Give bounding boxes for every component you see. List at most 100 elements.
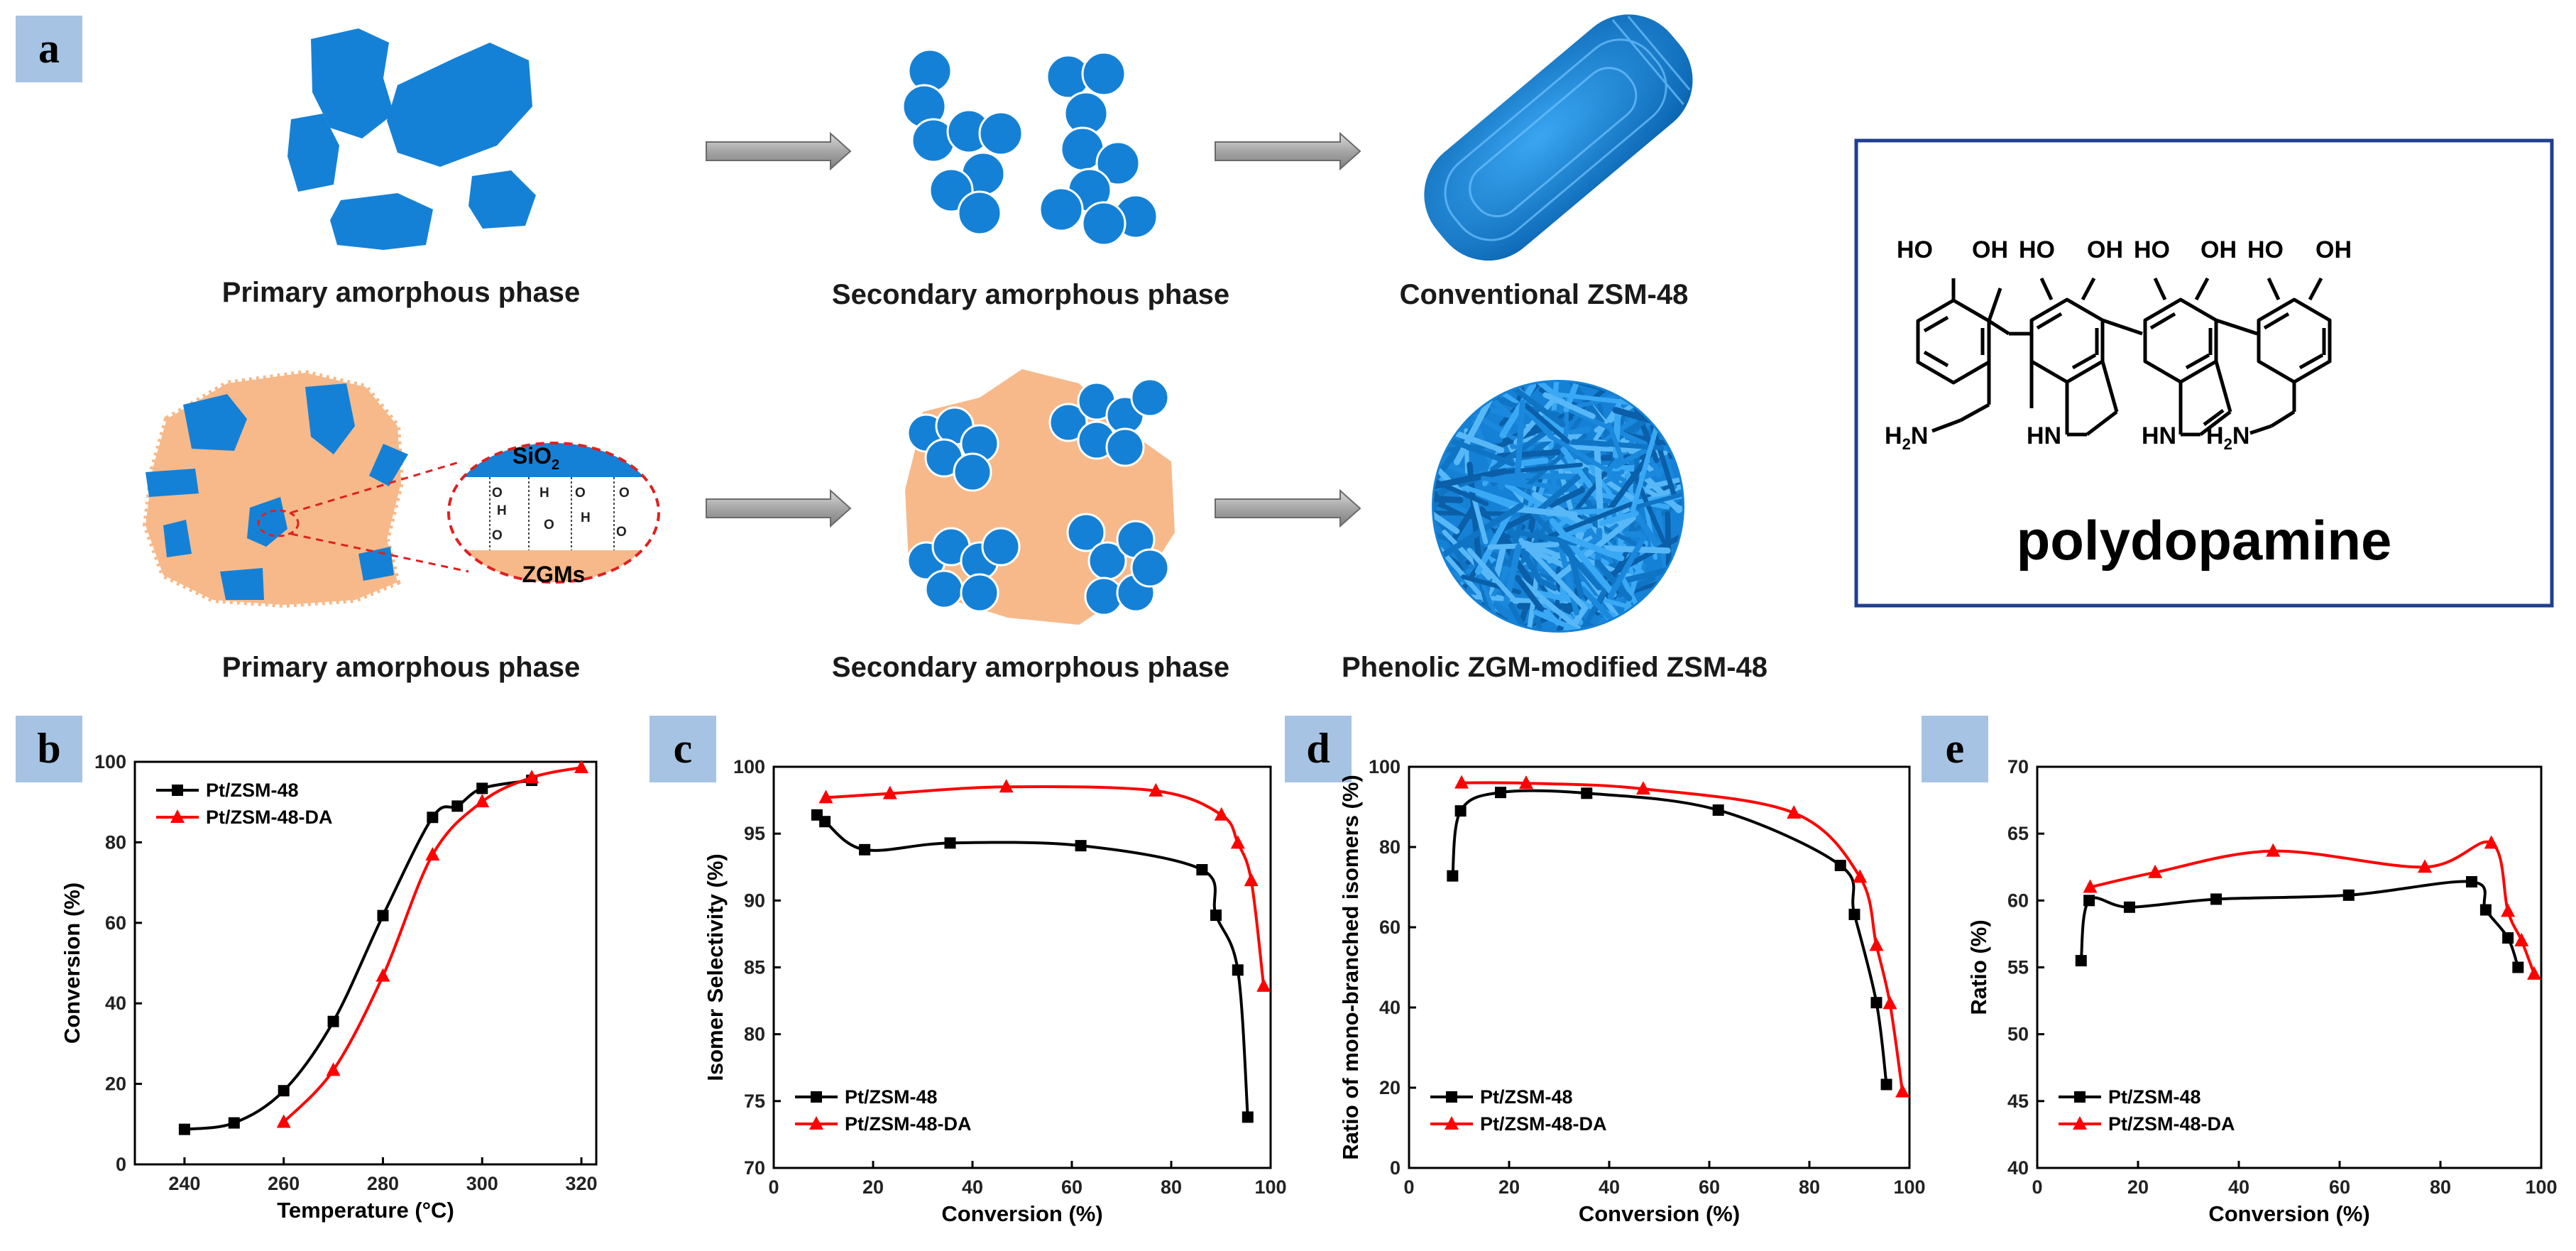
legend-label: Pt/ZSM-48-DA xyxy=(845,1113,972,1135)
zeolite-rod xyxy=(1434,477,1489,506)
zeolite-rod xyxy=(1550,391,1630,405)
data-point-pt-zsm48-da xyxy=(2527,966,2542,980)
x-tick-label: 0 xyxy=(2032,1176,2042,1198)
process-arrows xyxy=(706,131,1361,528)
zeolite-rod xyxy=(1474,508,1513,575)
x-tick-label: 60 xyxy=(1699,1176,1720,1198)
data-point-pt-zsm48-da xyxy=(326,1062,341,1076)
inset-sio2-label: SiO2 xyxy=(513,443,559,473)
y-tick-label: 60 xyxy=(105,912,126,934)
series-line-pt-zsm48 xyxy=(816,814,1249,1118)
data-point-pt-zsm48-da xyxy=(1230,835,1245,849)
series-line-pt-zsm48-da xyxy=(826,785,1266,987)
data-point-pt-zsm48-da xyxy=(1869,937,1884,951)
y-tick-label: 40 xyxy=(1379,997,1401,1018)
y-tick-label: 40 xyxy=(105,993,126,1014)
data-point-pt-zsm48 xyxy=(327,1015,339,1027)
data-point-pt-zsm48-da xyxy=(376,968,390,982)
atom-label: HO xyxy=(1897,236,1933,263)
legend-marker xyxy=(2073,1116,2087,1130)
label-conventional-zsm48: Conventional ZSM-48 xyxy=(1400,279,1689,310)
data-point-pt-zsm48-da xyxy=(1518,775,1533,790)
zeolite-rod xyxy=(1538,501,1633,542)
atom-label: OH xyxy=(1972,236,2008,263)
zeolite-rod xyxy=(1665,511,1672,568)
label-secondary-amorphous-bottom: Secondary amorphous phase xyxy=(832,652,1229,683)
y-tick-label: 100 xyxy=(733,756,765,777)
legend-label: Pt/ZSM-48 xyxy=(206,780,299,801)
zeolite-rod xyxy=(1533,608,1547,630)
data-point-pt-zsm48-da xyxy=(525,770,539,784)
y-tick-label: 45 xyxy=(2007,1091,2029,1112)
y-tick-label: 20 xyxy=(1379,1077,1401,1098)
zeolite-rod xyxy=(1560,532,1625,562)
y-tick-label: 80 xyxy=(744,1024,765,1045)
data-point-pt-zsm48-da xyxy=(2484,835,2499,849)
data-point-pt-zsm48-da xyxy=(1149,782,1163,797)
primary-amorphous-blobs-top xyxy=(287,28,536,250)
inset-atom: O xyxy=(575,486,586,501)
x-tick-label: 280 xyxy=(367,1173,399,1194)
data-point-pt-zsm48 xyxy=(1075,840,1087,852)
zeolite-rod xyxy=(1434,445,1466,497)
data-point-pt-zsm48-da xyxy=(475,794,490,808)
legend-label: Pt/ZSM-48 xyxy=(845,1086,938,1108)
x-tick-label: 40 xyxy=(962,1176,983,1198)
panel-a-letter-bg xyxy=(16,16,82,82)
inset-atom: O xyxy=(492,528,503,543)
inset-atom: O xyxy=(619,486,630,501)
inset-atom: H xyxy=(497,503,507,518)
y-tick-label: 60 xyxy=(2007,890,2029,911)
data-point-pt-zsm48-da xyxy=(1214,807,1229,821)
zeolite-rod xyxy=(1454,395,1494,466)
zeolite-rod xyxy=(1591,545,1671,554)
zeolite-rod xyxy=(1563,382,1594,413)
zeolite-rod xyxy=(1630,484,1682,510)
x-tick-label: 20 xyxy=(862,1176,884,1198)
y-tick-label: 0 xyxy=(116,1154,126,1175)
atom-label: OH xyxy=(2087,236,2123,263)
inset-atom: O xyxy=(616,525,627,540)
zeolite-rod xyxy=(1435,502,1524,562)
x-tick-label: 100 xyxy=(1254,1176,1286,1198)
y-axis-title: Isomer Selectivity (%) xyxy=(703,853,728,1081)
legend-marker xyxy=(809,1116,823,1130)
data-point-pt-zsm48-da xyxy=(2514,932,2529,946)
x-tick-label: 20 xyxy=(1498,1176,1520,1198)
data-point-pt-zsm48-da xyxy=(1454,775,1469,789)
primary-amorphous-zgm-matrix xyxy=(142,369,469,608)
chart-d-mono-branched-ratio: 0 20 40 60 80 100 0 20 40 60 80 100 Conversion (%) Ra… xyxy=(1338,756,1926,1226)
data-point-pt-zsm48-da xyxy=(2417,859,2432,873)
zeolite-rod xyxy=(1471,497,1489,545)
atom-label: OH xyxy=(2200,236,2237,263)
data-point-pt-zsm48-da xyxy=(2148,864,2163,878)
zeolite-rod xyxy=(1558,403,1648,447)
panel-c-letter: c xyxy=(674,725,693,772)
zeolite-rod xyxy=(1434,493,1464,503)
y-tick-label: 65 xyxy=(2007,823,2029,844)
zeolite-rod xyxy=(1514,574,1545,613)
atom-label: HO xyxy=(2134,236,2170,263)
atom-label: H2N xyxy=(2206,422,2249,453)
zeolite-rod xyxy=(1481,382,1566,428)
series-line-pt-zsm48-da xyxy=(1462,781,1904,1092)
legend-marker xyxy=(811,1091,822,1103)
data-point-pt-zsm48 xyxy=(2083,895,2095,907)
inset-atom: O xyxy=(492,486,503,501)
zeolite-rod xyxy=(1579,586,1615,623)
y-axis-title: Ratio of mono-branched isomers (%) xyxy=(1338,775,1363,1160)
atom-label: HN xyxy=(2142,422,2176,449)
data-point-pt-zsm48 xyxy=(1447,870,1459,882)
panel-e-letter-bg xyxy=(1922,716,1988,782)
data-point-pt-zsm48-da xyxy=(882,785,897,799)
y-tick-label: 100 xyxy=(1369,756,1401,777)
panel-c-letter-bg xyxy=(650,716,716,782)
zeolite-rod xyxy=(1594,559,1633,602)
legend-label: Pt/ZSM-48 xyxy=(2108,1086,2201,1108)
data-point-pt-zsm48-da xyxy=(1853,869,1868,883)
data-point-pt-zsm48 xyxy=(2075,955,2087,967)
zeolite-rod xyxy=(1650,424,1677,496)
x-axis-title: Temperature (°C) xyxy=(277,1198,454,1223)
zeolite-rod xyxy=(1518,537,1588,611)
zeolite-rod xyxy=(1606,422,1624,461)
